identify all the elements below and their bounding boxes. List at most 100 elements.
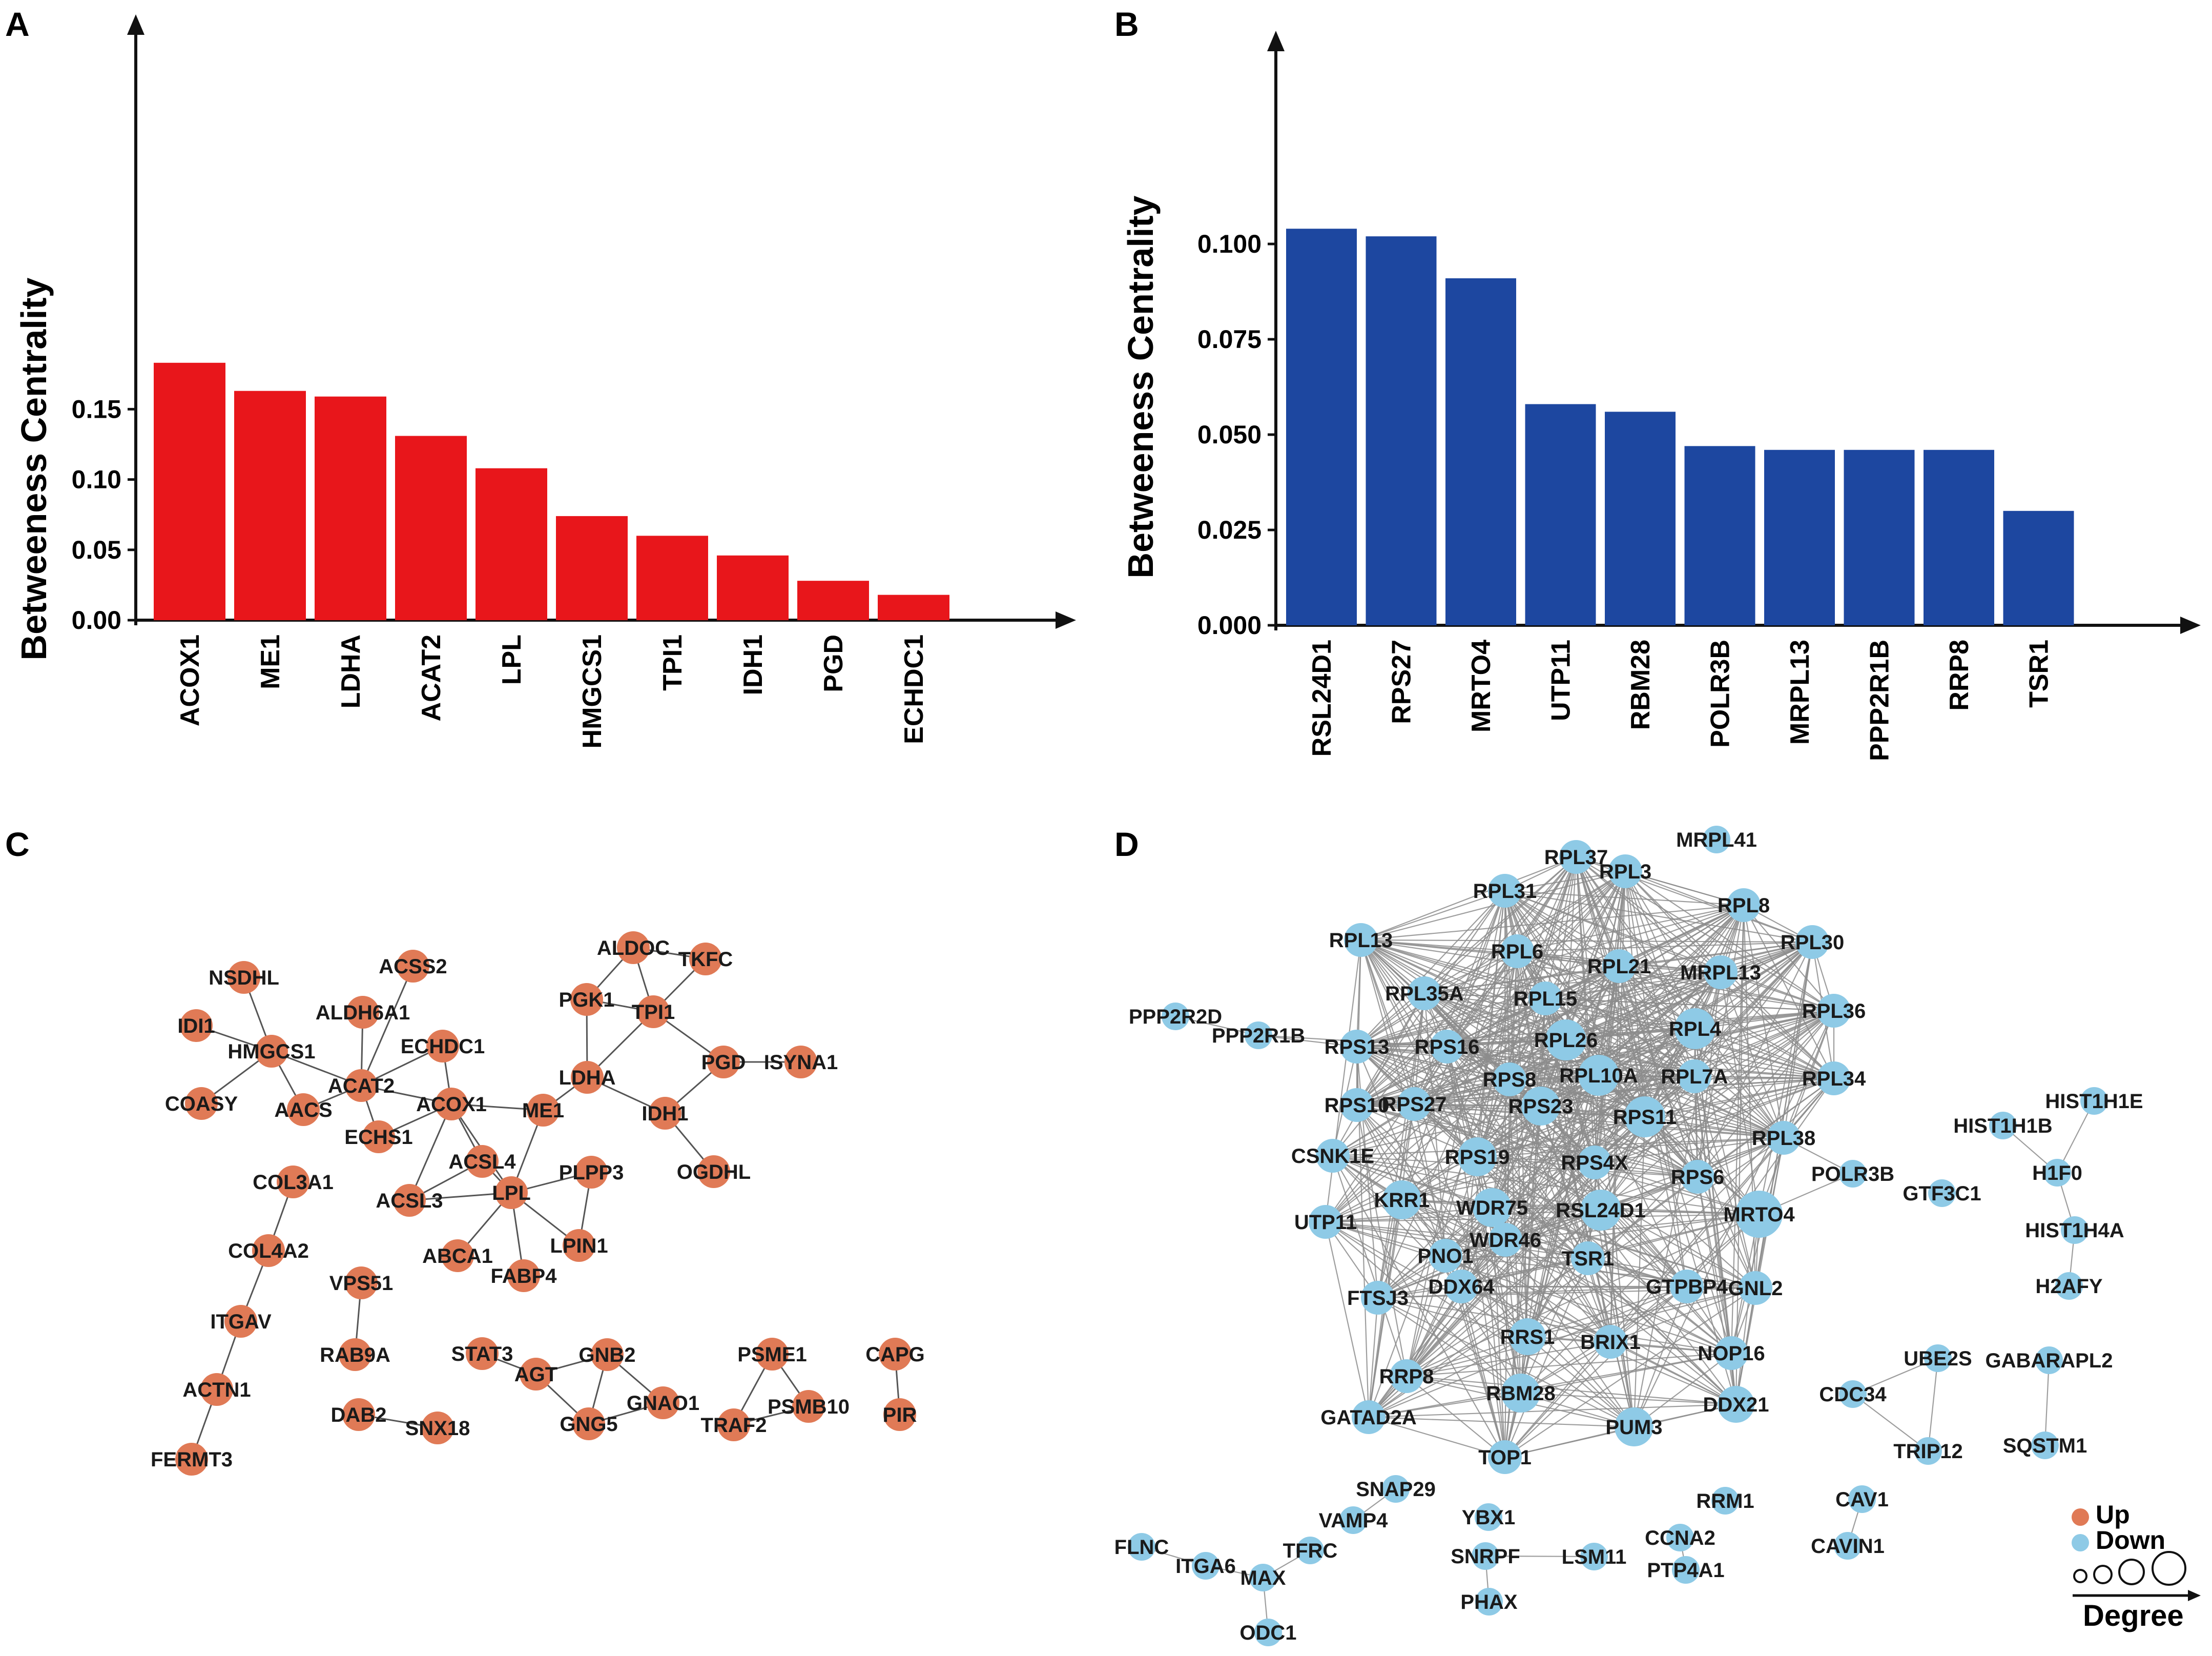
node-label: RPS8 [1483,1069,1537,1091]
network-node [345,1069,378,1102]
node-label: RPL6 [1491,941,1543,963]
node-label: RPS4X [1561,1152,1628,1174]
network-node [570,983,603,1016]
node-label: KRR1 [1374,1189,1430,1212]
network-edge [1540,1106,1611,1342]
network-edge [1545,997,1696,1030]
network-edge [1377,1176,1698,1299]
node-label: PUM3 [1605,1416,1662,1439]
network-edge [1694,1010,1834,1077]
network-edge [1368,1416,1505,1458]
node-label: RAB9A [320,1344,390,1366]
network-node [1316,1139,1350,1173]
network-edge [1423,993,1446,1256]
network-edge [1325,871,1626,1222]
network-edge [1368,1392,1521,1418]
node-label: ITGA6 [1175,1555,1236,1578]
network-node [1458,1137,1497,1176]
network-edge [1730,905,1745,1354]
bar-chart-b: 0.000 0.025 0.050 0.075 0.100 Betweeness Cent… [1121,31,2201,761]
network-edge [1401,1075,1599,1200]
node-label: ACSL3 [376,1190,443,1212]
network-node [1580,1543,1608,1570]
network-node [1493,1062,1526,1096]
network-edge [1565,1039,1635,1427]
network-node [1718,1386,1754,1423]
network-edge [1325,1046,1448,1222]
network-node [1739,1271,1772,1305]
network-edge [1424,950,1518,994]
node-label: RRP8 [1379,1365,1434,1388]
network-edge [1368,1028,1696,1418]
node-label: STAT3 [451,1343,513,1365]
network-node [393,1184,426,1217]
bar [1525,404,1596,625]
network-edge [1356,1046,1379,1298]
network-node [1666,1524,1694,1551]
node-label: TKFC [678,948,733,971]
network-edge [1377,1297,1521,1394]
node-label: COL4A2 [228,1240,309,1262]
network-edge [1587,1257,1756,1289]
network-edge [1356,1046,1446,1256]
network-edge [1504,890,1620,967]
network-node [1475,1503,1502,1531]
network-node [200,1373,233,1406]
network-node [1475,1588,1503,1616]
node-label: AACS [274,1099,332,1121]
network-edge [1356,1046,1599,1076]
network-edge [1508,1079,1611,1342]
node-label: HIST1H1E [2045,1090,2143,1113]
network-edge [1852,1357,1938,1395]
network-node [1928,1179,1956,1207]
network-node [346,996,379,1029]
node-label: RPS19 [1445,1146,1510,1169]
node-label: UBE2S [1904,1347,1972,1370]
network-edge [1360,939,1506,1458]
network-edge [1332,1137,1784,1157]
node-label: TRIP12 [1893,1440,1963,1463]
node-label: GTF3C1 [1903,1182,1981,1205]
network-edge [1413,1103,1446,1256]
network-node [1429,1239,1462,1273]
node-label: RPL30 [1781,931,1845,954]
node-label: TFRC [1283,1540,1338,1562]
node-label: VAMP4 [1319,1509,1389,1532]
network-edge [1332,1155,1408,1377]
network-edge [1368,1297,1379,1418]
node-label: ABCA1 [422,1245,493,1267]
bar [1366,236,1437,625]
network-node [1472,1542,1499,1570]
network-edge [1332,1075,1695,1157]
network-edge [1406,1214,1760,1377]
x-tick-label: ME1 [256,635,285,689]
network-edge [1618,966,1646,1117]
network-node [180,1009,213,1042]
legend-up-label: Up [2096,1500,2130,1529]
network-edge [1520,1392,1736,1405]
network-edge [1414,1103,1756,1289]
network-edge [1325,966,1620,1222]
network-edge [1504,890,1813,943]
node-label: GABARAPL2 [1986,1350,2113,1372]
network-node [1500,934,1534,968]
x-axis-arrowhead [1056,611,1076,629]
node-label: SQSTM1 [2003,1435,2087,1457]
node-label: RPL26 [1534,1029,1598,1052]
node-label: UTP11 [1294,1211,1357,1234]
network-edge [1594,1028,1696,1163]
panel-letter-b: B [1114,5,1139,43]
y-axis-title: Betweeness Centrality [1121,195,1161,578]
node-label: GNB2 [578,1344,635,1366]
network-node [1390,1359,1423,1393]
network-node [2031,1432,2059,1459]
network-node [1615,1407,1653,1446]
network-node [575,1156,608,1189]
node-label: POLR3B [1811,1163,1894,1185]
network-node [1397,1087,1431,1121]
node-label: RPS6 [1671,1166,1725,1189]
network-edge [1406,1162,1595,1377]
network-node [255,1035,288,1068]
network-node [1528,982,1562,1015]
network-edge [1492,1207,1736,1405]
